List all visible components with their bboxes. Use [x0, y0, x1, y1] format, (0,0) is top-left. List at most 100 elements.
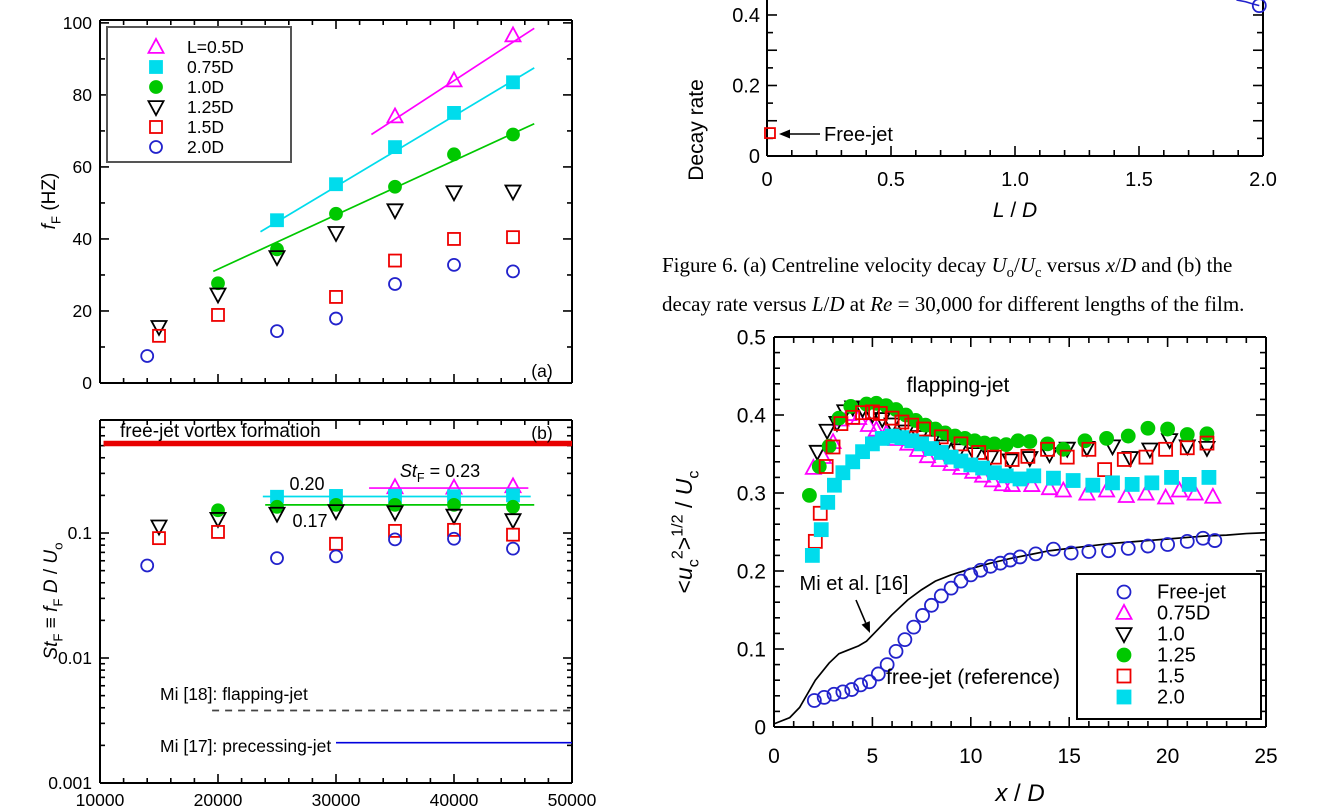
circle-marker: [1002, 552, 1018, 568]
circle-marker: [1022, 434, 1038, 449]
chart-d-frame: [773, 336, 1267, 728]
square-marker: [827, 477, 842, 493]
chart-b-series-2.0d: [140, 531, 520, 573]
square-marker: [813, 522, 829, 538]
square-marker: [1012, 471, 1028, 487]
x-tick-label: 30000: [312, 790, 361, 810]
chart-b-annotation: (b): [531, 423, 552, 443]
chart-d-annotation: flapping-jet: [907, 374, 1010, 397]
legend-label: 1.5D: [187, 117, 224, 137]
square-marker: [855, 405, 870, 421]
legend-marker-triup: [146, 37, 166, 54]
caption-line: decay rate versus L/D at Re = 30,000 for…: [662, 292, 1245, 317]
circle-marker: [211, 276, 225, 291]
square-marker: [1081, 441, 1097, 457]
chart-b-annotation: 0.17: [292, 511, 327, 531]
legend-label: L=0.5D: [187, 37, 244, 57]
tridown-marker: [267, 250, 287, 267]
legend-box: [106, 26, 292, 163]
figure-caption: Figure 6. (a) Centreline velocity decay …: [662, 250, 1244, 320]
y-tick-label: 0.3: [737, 482, 766, 505]
circle-marker: [906, 619, 922, 635]
legend-label: 1.0D: [187, 77, 224, 97]
legend-marker-tridown: [1114, 627, 1134, 644]
chart-a-tick-labels: 0 20 40 60 80 100: [63, 13, 92, 393]
square-marker: [388, 140, 402, 155]
chart-d-ticks: [773, 336, 1267, 728]
circle-marker: [388, 277, 402, 291]
circle-marker: [140, 349, 155, 363]
square-marker: [329, 177, 343, 192]
circle-marker: [983, 558, 998, 574]
chart-b-annotation: 0.20: [289, 474, 324, 494]
x-tick-label: 10: [959, 745, 982, 768]
chart-c-series-decay-rate-curve: [1236, 0, 1267, 14]
circle-marker: [329, 549, 343, 564]
circle-marker: [835, 684, 851, 700]
triup-marker: [503, 25, 523, 43]
x-tick-label: 0: [761, 169, 772, 191]
y-tick-label: 0: [749, 146, 760, 168]
square-marker: [825, 439, 841, 455]
square-marker: [1059, 449, 1075, 465]
square-marker: [1026, 468, 1042, 484]
square-marker: [1040, 441, 1055, 457]
chart-c-x-axis-title: L / D: [993, 199, 1037, 222]
square-marker: [447, 522, 461, 537]
circle-marker: [1120, 428, 1136, 444]
circle-marker: [1028, 546, 1044, 562]
y-tick-label: 100: [63, 13, 92, 33]
triup-marker: [1022, 475, 1041, 492]
chart-d-y-axis-title: <uc2>1/2 / Uc: [668, 471, 702, 594]
tridown-marker: [208, 287, 228, 305]
triup-marker: [993, 474, 1012, 492]
annotation-arrowhead: [861, 621, 870, 633]
circle-marker: [1046, 541, 1061, 557]
circle-marker: [1160, 537, 1175, 552]
square-marker: [1144, 475, 1160, 491]
circle-marker: [270, 324, 284, 339]
y-tick-label: 0.1: [68, 523, 92, 543]
x-tick-label: 0.5: [877, 169, 905, 191]
x-tick-label: 25: [1254, 745, 1277, 768]
legend-label: 1.5: [1157, 666, 1185, 688]
square-marker: [506, 527, 520, 542]
x-tick-label: 5: [867, 745, 879, 768]
y-tick-label: 0.2: [732, 75, 760, 97]
square-marker: [447, 232, 461, 246]
circle-marker: [933, 588, 949, 604]
legend-label: 2.0: [1157, 687, 1185, 709]
square-marker: [971, 445, 987, 460]
y-tick-label: 80: [73, 85, 93, 105]
circle-marker: [447, 257, 461, 272]
chart-a-series-2.0d: [140, 257, 520, 363]
legend-label: 0.75D: [1157, 603, 1210, 625]
square-marker: [1105, 475, 1120, 491]
legend-label: 0.75D: [187, 57, 234, 77]
square-marker: [388, 523, 402, 538]
circle-marker: [1081, 544, 1097, 559]
y-tick-label: 0.4: [737, 404, 767, 427]
square-marker: [987, 449, 1002, 465]
circle-marker: [1195, 530, 1211, 546]
circle-marker: [388, 497, 402, 512]
square-marker: [152, 328, 166, 343]
tridown-marker: [1121, 451, 1140, 468]
tridown-marker: [1160, 433, 1179, 450]
y-tick-label: 20: [73, 301, 93, 321]
circle-marker: [506, 499, 520, 514]
y-tick-label: 0.5: [737, 326, 766, 349]
circle-marker: [211, 503, 225, 518]
square-marker: [1181, 477, 1197, 492]
chart-d-series-free-jet: [806, 530, 1223, 708]
legend-label: 1.0: [1157, 624, 1185, 646]
chart-a-series-1.5d: [152, 230, 520, 343]
x-tick-label: 1.0: [1001, 169, 1029, 191]
square-marker: [865, 404, 880, 420]
tridown-marker: [149, 320, 169, 337]
circle-marker: [1140, 420, 1156, 436]
caption-line: Figure 6. (a) Centreline velocity decay …: [662, 253, 1233, 282]
chart-b-ticks: [99, 419, 573, 784]
y-tick-label: 0: [754, 716, 766, 739]
square-marker: [152, 531, 166, 546]
